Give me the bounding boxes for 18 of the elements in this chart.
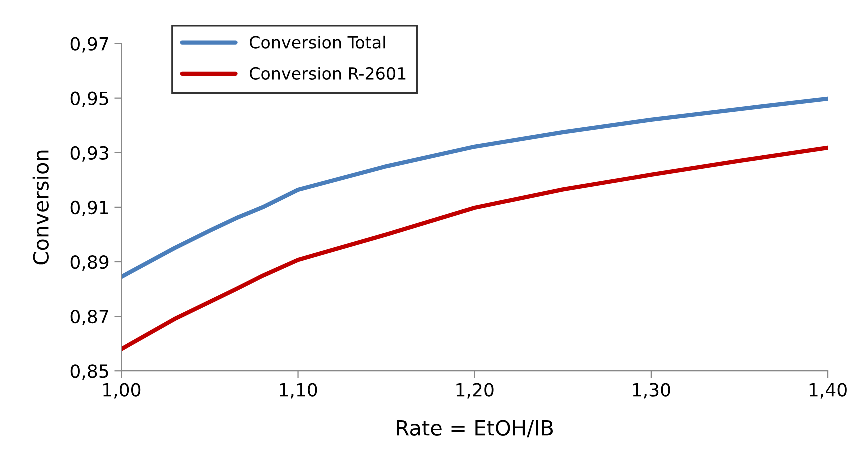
y-tick-label: 0,93 [70,146,108,162]
x-tick-label: 1,00 [104,383,141,399]
x-tick-label: 1,30 [633,383,670,399]
legend-label: Conversion Total [250,36,386,49]
legend-label: Conversion R-2601 [250,67,406,80]
x-tick-label: 1,10 [280,383,318,399]
y-tick-label: 0,97 [70,37,108,53]
line-series [122,146,828,352]
y-tick-label: 0,85 [70,364,108,380]
line-series [122,96,828,280]
y-tick-label: 0,87 [70,310,108,326]
x-axis-title: Rate = EtOH/IB [397,420,554,438]
y-tick-label: 0,95 [70,92,108,108]
y-tick-label: 0,89 [70,255,109,271]
y-tick-label: 0,91 [70,200,108,216]
y-axis-title: Conversion [32,150,49,265]
x-tick-label: 1,40 [810,383,847,399]
x-tick-label: 1,20 [456,383,494,399]
